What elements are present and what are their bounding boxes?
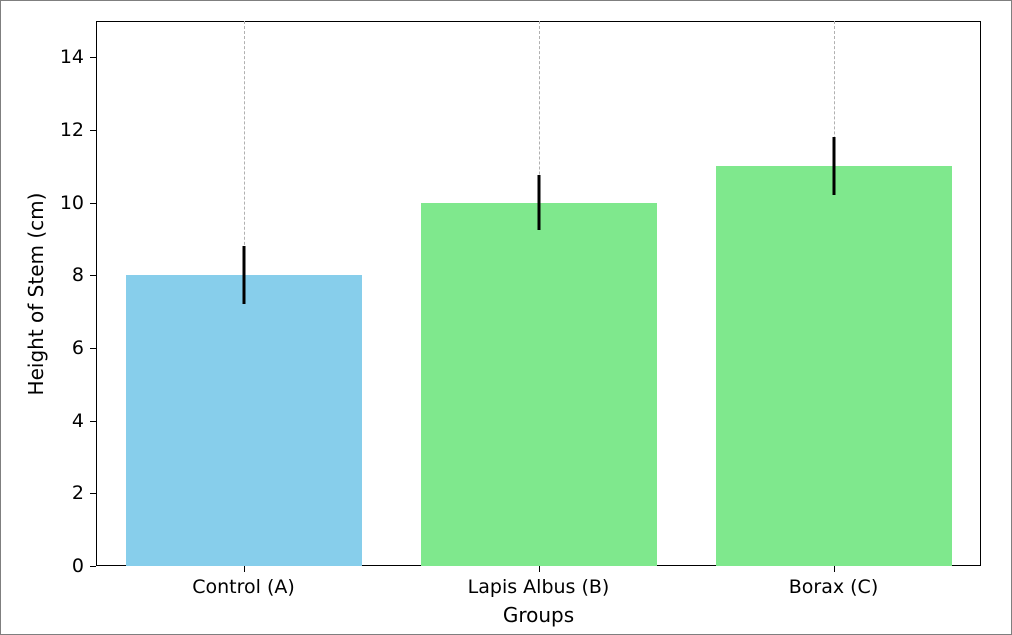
x-tick [244, 566, 245, 572]
y-tick [90, 130, 96, 131]
y-tick [90, 57, 96, 58]
plot-area [96, 21, 981, 566]
x-tick [539, 566, 540, 572]
y-tick-label: 6 [72, 337, 84, 359]
y-axis-label: Height of Stem (cm) [24, 192, 48, 395]
chart-frame: Height of Stem (cm) Groups 0 2 4 6 8 10 12 14 Co… [0, 0, 1012, 635]
y-tick-label: 14 [60, 46, 84, 68]
y-tick-label: 4 [72, 410, 84, 432]
y-tick [90, 421, 96, 422]
y-tick [90, 348, 96, 349]
y-tick [90, 275, 96, 276]
x-tick-label: Lapis Albus (B) [468, 576, 610, 598]
y-tick [90, 566, 96, 567]
x-tick [834, 566, 835, 572]
x-tick-label: Borax (C) [789, 576, 879, 598]
y-tick [90, 203, 96, 204]
bar [421, 203, 657, 566]
error-bar [832, 137, 835, 196]
y-tick-label: 12 [60, 119, 84, 141]
y-tick-label: 2 [72, 482, 84, 504]
bar [126, 275, 362, 566]
y-tick-label: 8 [72, 264, 84, 286]
bar [716, 166, 952, 566]
error-bar [537, 175, 540, 230]
x-axis-label: Groups [503, 603, 574, 627]
error-bar [242, 246, 245, 303]
y-tick [90, 493, 96, 494]
y-tick-label: 10 [60, 192, 84, 214]
y-tick-label: 0 [72, 555, 84, 577]
x-tick-label: Control (A) [192, 576, 295, 598]
